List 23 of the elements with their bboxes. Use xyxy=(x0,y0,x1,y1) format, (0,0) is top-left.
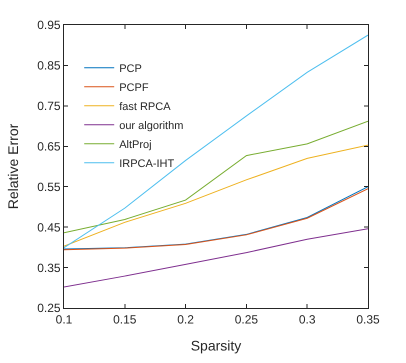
x-tick-label: 0.35 xyxy=(356,312,380,326)
y-tick-label: 0.35 xyxy=(37,260,61,275)
legend-label: AltProj xyxy=(119,139,152,152)
y-tick-label: 0.75 xyxy=(37,99,61,114)
x-tick-label: 0.15 xyxy=(113,312,137,326)
line-series xyxy=(64,34,368,248)
line-series xyxy=(64,228,368,288)
legend-label: PCPF xyxy=(119,82,149,94)
x-tick-label: 0.3 xyxy=(298,312,316,326)
y-tick-label: 0.85 xyxy=(37,58,61,73)
y-tick-label: 0.55 xyxy=(37,180,61,194)
legend-label: PCP xyxy=(119,63,142,76)
y-axis-title: Relative Error xyxy=(4,123,21,210)
y-tick-label: 0.65 xyxy=(37,139,61,154)
y-tick-label: 0.45 xyxy=(37,220,61,234)
x-tick-label: 0.2 xyxy=(177,312,194,326)
legend-label: our algorithm xyxy=(119,120,184,132)
x-tick-label: 0.25 xyxy=(234,312,258,326)
legend-label: IRPCA-IHT xyxy=(119,158,174,170)
legend-label: fast RPCA xyxy=(119,101,172,114)
x-axis-title: Sparsity xyxy=(190,338,242,354)
line-series xyxy=(64,120,368,234)
y-tick-label: 0.95 xyxy=(37,18,61,32)
